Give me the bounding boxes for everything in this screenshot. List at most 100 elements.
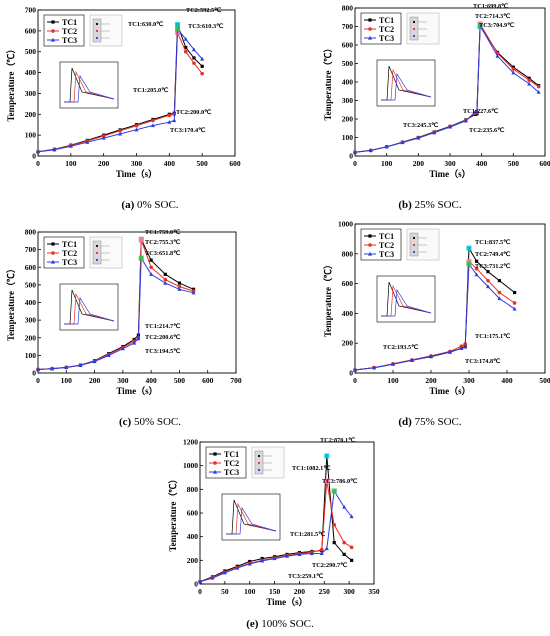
y-tick-label: 400 [25,68,37,77]
data-point-tc3 [118,131,123,136]
data-point-tc2 [320,547,324,552]
data-point-tc3 [172,118,177,123]
annotation-tc3: TC3:610.3℃ [188,23,223,30]
data-point-tc2 [183,49,188,54]
legend-marker [368,243,372,247]
y-tick-label: 600 [187,509,199,518]
thermocouple-dot [412,20,416,24]
data-point-tc1 [527,76,531,80]
y-tick-label: 300 [25,316,37,325]
y-tick-label: 1000 [338,220,353,229]
data-point-tc1 [177,281,182,285]
y-tick-label: 100 [25,351,37,360]
y-tick-label: 400 [187,532,199,541]
legend-label: TC1 [62,240,77,249]
annotation-tc3: TC3:194.5℃ [145,348,180,355]
data-point-tc1 [184,45,188,50]
chart-d: 0 100 200 300 400 500 0 200 400 600 800 1000 Time（s）… [323,220,550,397]
x-tick-label: 300 [117,376,129,385]
data-point-tc3 [191,47,196,52]
annotation-tc2: TC2:193.5℃ [383,344,418,351]
data-point-tc3 [163,280,168,285]
data-point-tc1 [332,540,336,545]
series-line-tc3 [37,27,203,153]
x-tick-label: 0 [353,159,357,168]
data-point-tc1 [163,272,167,276]
data-point-tc3 [400,140,405,145]
y-tick-label: 0 [32,369,36,378]
zoom-inset [221,493,281,541]
peak-marker-tc3 [331,488,337,494]
y-tick-label: 200 [187,556,199,565]
annotation-tc3: TC3:704.9℃ [479,22,514,29]
y-tick-label: 600 [25,263,37,272]
y-tick-label: 200 [25,110,37,119]
data-point-tc3 [210,575,215,580]
data-point-tc3 [177,287,182,291]
data-point-tc3 [497,296,502,301]
data-point-tc3 [285,553,289,558]
y-tick-label: 700 [342,22,354,31]
y-tick-label: 1200 [183,438,198,447]
x-tick-label: 200 [413,159,425,168]
x-axis-label: Time（s） [266,597,307,607]
legend-label: TC3 [62,258,77,267]
x-tick-label: 0 [198,587,202,596]
zoom-line-tc3 [226,506,277,535]
thermocouple-dot [95,251,99,255]
x-tick-label: 500 [174,376,186,385]
data-point-tc3 [167,120,172,124]
x-tick-label: 400 [476,159,488,168]
y-tick-label: 0 [32,152,36,161]
data-point-tc2 [486,278,490,283]
y-axis-label: Temperature（℃） [6,264,16,341]
x-tick-label: 700 [230,376,242,385]
data-point-tc3 [68,143,73,148]
data-point-tc3 [486,284,490,289]
x-tick-label: 400 [501,376,513,385]
data-point-tc3 [512,306,517,311]
legend-label: TC2 [62,249,77,258]
x-tick-label: 500 [508,159,520,168]
data-point-tc2 [497,290,502,295]
peak-marker-tc3 [175,26,181,32]
data-point-tc1 [149,258,153,262]
annotation-tc2: TC2:200.6℃ [145,334,180,341]
data-point-tc2 [118,128,122,133]
y-tick-label: 800 [342,4,354,13]
legend-label: TC3 [379,34,394,43]
data-point-tc3 [134,127,139,132]
x-tick-label: 0 [36,159,40,168]
legend-label: TC3 [224,468,239,477]
peak-marker-tc3 [466,261,472,267]
data-point-tc3 [272,556,277,561]
y-tick-label: 700 [25,245,37,254]
zoom-line-tc3 [64,74,115,103]
annotation-tc2: TC2:290.7℃ [312,562,347,569]
x-tick-label: 100 [387,376,399,385]
x-tick-label: 200 [98,159,110,168]
annotation-tc1: TC1:630.0℃ [128,21,163,28]
zoom-line-tc3 [381,288,432,317]
annotation-tc1: TC1:214.7℃ [145,323,180,330]
annotation-tc2: TC2:870.1℃ [320,437,355,444]
y-tick-label: 200 [342,115,354,124]
zoom-line-tc3 [381,72,432,101]
annotation-tc3: TC3:245.3℃ [403,122,438,129]
annotation-tc1: TC1:205.0℃ [133,87,168,94]
data-point-tc3 [52,147,57,152]
legend-marker [51,259,55,264]
x-tick-label: 250 [319,587,331,596]
caption-b: (b) 25% SOC. [398,199,462,211]
chart-e: 0 50 100 150 200 250 300 350 0 200 400 600 800 1000 12… [168,437,380,607]
y-tick-label: 500 [25,280,37,289]
data-point-tc3 [106,353,111,357]
data-point-tc1 [486,270,490,274]
x-axis-label: Time（s） [116,169,157,179]
data-point-tc1 [513,290,517,295]
caption-a: (a) 0% SOC. [121,199,179,211]
data-point-tc3 [342,504,347,509]
data-point-tc2 [474,266,479,271]
data-point-tc3 [391,361,395,366]
x-tick-label: 100 [61,376,73,385]
